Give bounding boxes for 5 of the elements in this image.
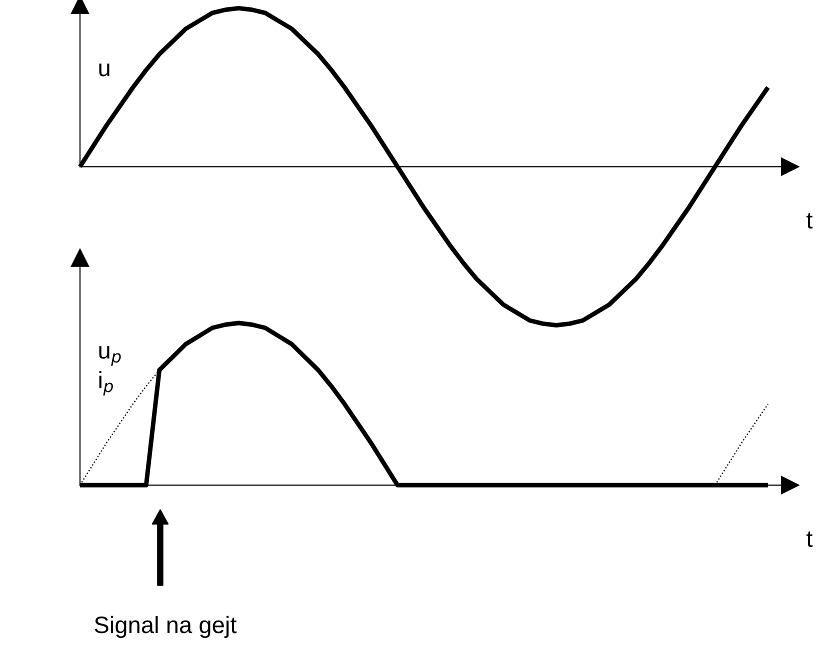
y-axis-title: u$_{p}$ i$_{p}$ — [99, 346, 121, 396]
text: Signal na gejt — [94, 616, 237, 638]
x-axis-title: t — [806, 532, 813, 547]
x-axis-title: t — [806, 213, 813, 229]
y-axis-title: u — [99, 64, 110, 76]
